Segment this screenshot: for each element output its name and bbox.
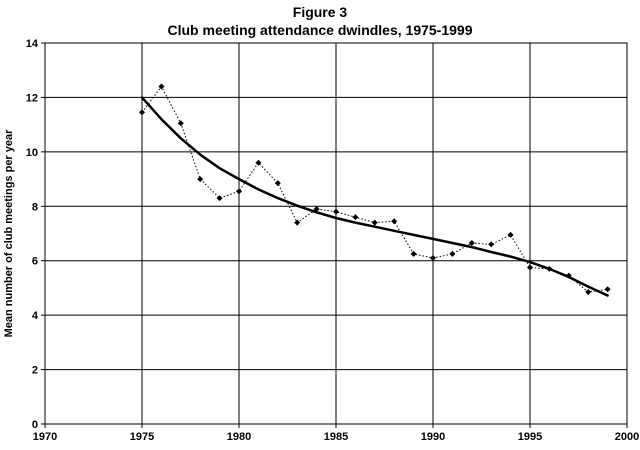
data-point	[604, 286, 611, 293]
x-tick-label: 1980	[227, 431, 251, 443]
y-tick-label: 10	[26, 147, 38, 159]
y-tick-label: 12	[26, 92, 38, 104]
data-point	[468, 240, 475, 247]
data-point	[177, 120, 184, 127]
data-point	[449, 250, 456, 257]
data-point	[158, 83, 165, 90]
y-tick-label: 4	[32, 310, 39, 322]
y-tick-label: 6	[32, 256, 38, 268]
y-tick-label: 0	[32, 419, 38, 431]
x-tick-label: 1995	[518, 431, 542, 443]
data-point	[410, 250, 417, 257]
x-tick-label: 1975	[130, 431, 154, 443]
trend-line	[140, 96, 609, 297]
data-point	[216, 195, 223, 202]
data-point	[139, 109, 145, 116]
data-point	[371, 219, 378, 226]
data-point	[391, 218, 398, 225]
chart-title: Figure 3	[292, 4, 348, 20]
plot-frame	[44, 42, 628, 425]
data-point	[274, 180, 281, 187]
data-point	[333, 208, 339, 215]
data-point	[507, 231, 514, 238]
data-point	[255, 159, 262, 166]
y-tick-label: 8	[32, 201, 38, 213]
chart-subtitle: Club meeting attendance dwindles, 1975-1…	[167, 22, 473, 38]
y-tick-label: 14	[26, 38, 39, 50]
data-point	[236, 188, 242, 195]
data-point	[352, 214, 359, 221]
x-tick-label: 1970	[33, 431, 57, 443]
x-tick-label: 2000	[615, 431, 639, 443]
x-tick-label: 1985	[324, 431, 348, 443]
y-axis-label: Mean number of club meetings per year	[3, 129, 15, 338]
data-point	[585, 289, 592, 296]
data-point	[294, 219, 301, 226]
data-point	[488, 241, 495, 248]
y-tick-label: 2	[32, 365, 38, 377]
data-point	[527, 264, 533, 271]
data-point	[197, 176, 204, 183]
x-tick-label: 1990	[421, 431, 445, 443]
data-point	[430, 254, 436, 261]
